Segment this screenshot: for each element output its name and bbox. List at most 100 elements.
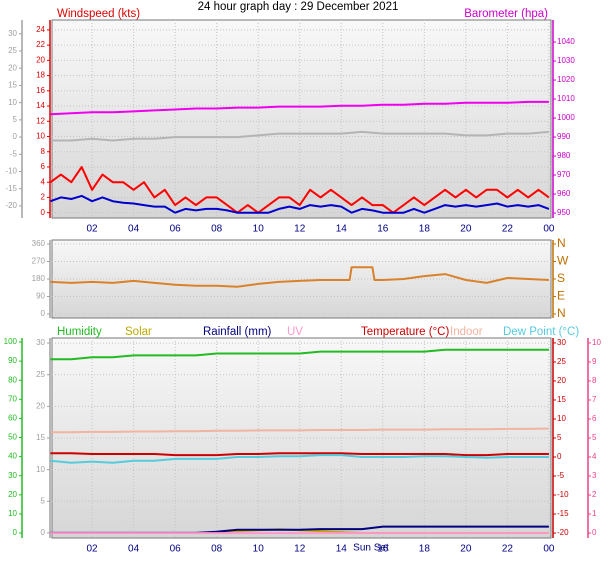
y-tick-label: 25 <box>36 370 45 379</box>
y-tick-label: 2 <box>41 193 46 202</box>
y-tick-label: 7 <box>592 395 597 404</box>
y-tick-label: -20 <box>557 528 569 537</box>
x-tick-label: 06 <box>170 224 182 235</box>
y-tick-label: 960 <box>557 189 571 198</box>
x-tick-label: 08 <box>211 544 223 555</box>
y-tick-label: 30 <box>36 338 45 347</box>
y-tick-label: 360 <box>32 239 46 248</box>
y-tick-label: 20 <box>557 376 566 385</box>
x-tick-label: 10 <box>253 544 265 555</box>
y-tick-label: 40 <box>8 452 17 461</box>
y-tick-label: 5 <box>557 433 562 442</box>
y-tick-label: 0 <box>557 452 562 461</box>
y-tick-label: -10 <box>557 490 569 499</box>
y-tick-label: 0 <box>41 528 46 537</box>
y-tick-label: 980 <box>557 151 571 160</box>
series-line <box>50 266 549 288</box>
y-tick-label: 2 <box>592 490 597 499</box>
y-tick-label: -5 <box>10 149 18 158</box>
x-tick-label: 16 <box>377 544 389 555</box>
y-tick-label: 20 <box>8 490 17 499</box>
x-tick-label: 18 <box>419 544 431 555</box>
y-tick-label: 90 <box>36 292 45 301</box>
legend-entry: Rainfall (mm) <box>203 326 272 338</box>
y-tick-label: E <box>557 289 565 303</box>
page-title: 24 hour graph day : 29 December 2021 <box>198 1 399 13</box>
series-line <box>50 130 549 142</box>
y-tick-label: 20 <box>36 55 45 64</box>
y-tick-label: 30 <box>8 471 17 480</box>
plot-area <box>51 19 552 219</box>
axis-title: Windspeed (kts) <box>57 8 140 20</box>
annotation: Sun Set <box>353 543 389 554</box>
y-tick-label: 15 <box>8 81 17 90</box>
y-tick-label: 6 <box>592 414 597 423</box>
y-tick-label: 9 <box>592 357 597 366</box>
y-tick-label: 1040 <box>557 37 575 46</box>
y-tick-label: 80 <box>8 375 17 384</box>
y-tick-label: 24 <box>36 25 45 34</box>
y-tick-label: 10 <box>8 509 17 518</box>
series-line <box>50 427 549 434</box>
y-tick-label: 20 <box>8 63 17 72</box>
y-tick-label: 25 <box>557 357 566 366</box>
x-tick-label: 00 <box>543 224 555 235</box>
y-tick-label: -15 <box>557 509 569 518</box>
x-tick-label: 14 <box>336 224 348 235</box>
x-tick-label: 20 <box>460 544 472 555</box>
y-tick-label: 0 <box>592 528 597 537</box>
x-tick-label: 18 <box>419 224 431 235</box>
series-line <box>50 194 550 214</box>
y-tick-label: 5 <box>13 115 18 124</box>
x-tick-label: 08 <box>211 224 223 235</box>
y-tick-label: 16 <box>36 86 45 95</box>
y-tick-label: 14 <box>36 101 45 110</box>
y-tick-label: 1 <box>592 509 597 518</box>
legend-entry: Temperature (°C) <box>361 326 449 338</box>
y-tick-label: 0 <box>13 132 18 141</box>
x-tick-label: 12 <box>294 544 306 555</box>
y-tick-label: -15 <box>5 184 17 193</box>
y-tick-label: 990 <box>557 132 571 141</box>
y-tick-label: 5 <box>592 433 597 442</box>
y-tick-label: 10 <box>557 414 566 423</box>
y-tick-label: 22 <box>36 40 45 49</box>
series-line <box>49 166 550 214</box>
y-tick-label: 15 <box>36 433 45 442</box>
y-tick-label: 100 <box>4 337 18 346</box>
y-tick-label: 4 <box>41 177 46 186</box>
legend-entry: Indoor <box>450 326 483 338</box>
y-tick-label: 15 <box>557 395 566 404</box>
y-tick-label: 30 <box>557 338 566 347</box>
y-tick-label: 1010 <box>557 94 575 103</box>
y-tick-label: 10 <box>592 338 601 347</box>
y-tick-label: 180 <box>32 274 46 283</box>
y-tick-label: 1030 <box>557 56 575 65</box>
y-tick-label: 60 <box>8 414 17 423</box>
x-tick-label: 16 <box>377 224 389 235</box>
y-tick-label: 18 <box>36 71 45 80</box>
y-tick-label: 1000 <box>557 113 575 122</box>
x-tick-label: 06 <box>170 544 182 555</box>
y-tick-label: 30 <box>8 29 17 38</box>
y-tick-label: 1020 <box>557 75 575 84</box>
y-tick-label: W <box>557 254 569 268</box>
axis-title: Barometer (hpa) <box>464 8 548 20</box>
series-line <box>50 452 549 457</box>
x-tick-label: 12 <box>294 224 306 235</box>
legend-entry: Dew Point (°C) <box>503 326 579 338</box>
y-tick-label: 90 <box>8 356 17 365</box>
x-tick-label: 22 <box>502 224 514 235</box>
y-tick-label: 0 <box>13 528 18 537</box>
series-line <box>50 348 549 361</box>
y-tick-label: 8 <box>592 376 597 385</box>
y-tick-label: 4 <box>592 452 597 461</box>
y-tick-label: 70 <box>8 394 17 403</box>
x-tick-label: 22 <box>502 544 514 555</box>
x-tick-label: 02 <box>87 544 99 555</box>
legend-entry: Solar <box>125 326 152 338</box>
y-tick-label: 25 <box>8 46 17 55</box>
y-tick-label: S <box>557 271 565 285</box>
x-tick-label: 00 <box>543 544 555 555</box>
